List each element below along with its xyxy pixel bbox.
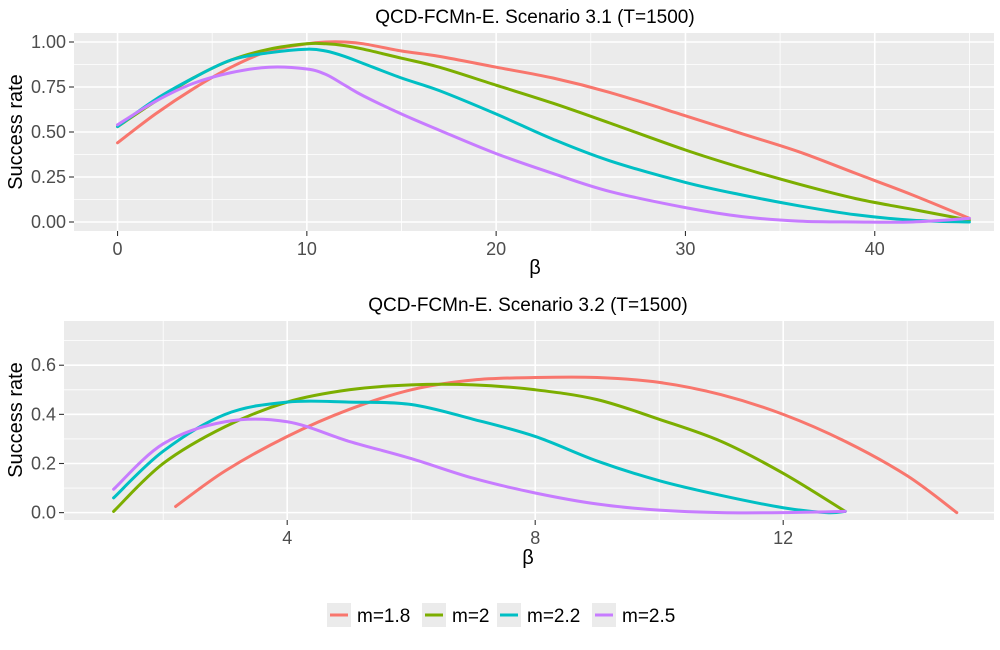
x-tick-label: 12 — [773, 528, 793, 548]
legend-label: m=1.8 — [357, 606, 410, 627]
y-tick-label: 0.2 — [31, 453, 56, 473]
series-line-m-1-8 — [174, 375, 959, 515]
x-tick-label: 4 — [282, 528, 292, 548]
legend-entry-m-2-5: m=2.5 — [592, 603, 675, 627]
y-tick-label: 0.50 — [31, 122, 66, 142]
legend-label: m=2.5 — [622, 606, 675, 627]
x-tick-label: 10 — [297, 239, 317, 259]
series-line-m-2-2 — [112, 399, 847, 515]
chart1-grid — [74, 33, 994, 231]
chart-scenario-3-1: QCD-FCMn-E. Scenario 3.1 (T=1500) 0 10 20 3… — [5, 7, 994, 279]
chart2-axes: 4 8 12 0.0 0.2 0.4 0.6 — [31, 355, 793, 548]
chart-scenario-3-2: QCD-FCMn-E. Scenario 3.2 (T=1500) 4 8 12 0.… — [5, 295, 994, 569]
series-line-m-2-5 — [116, 65, 971, 224]
chart1-series — [116, 40, 971, 224]
y-tick-label: 0.00 — [31, 212, 66, 232]
chart2-x-axis-title: β — [522, 547, 534, 569]
chart2-y-axis-title: Success rate — [5, 362, 27, 478]
series-line-m-2-2 — [116, 47, 971, 224]
y-tick-label: 0.25 — [31, 167, 66, 187]
chart2-series — [112, 375, 959, 515]
series-line-m-2 — [112, 382, 847, 513]
y-tick-label: 0.0 — [31, 503, 56, 523]
chart1-x-axis-title: β — [529, 257, 541, 279]
chart1-y-axis-title: Success rate — [5, 74, 27, 190]
x-tick-label: 0 — [113, 239, 123, 259]
chart2-title: QCD-FCMn-E. Scenario 3.2 (T=1500) — [368, 295, 687, 316]
legend: m=1.8 m=2 m=2.2 m=2.5 — [327, 603, 675, 627]
y-tick-label: 1.00 — [31, 32, 66, 52]
series-line-m-1-8 — [116, 40, 971, 220]
legend-label: m=2 — [452, 606, 490, 627]
legend-entry-m-2: m=2 — [422, 603, 490, 627]
x-tick-label: 40 — [865, 239, 885, 259]
legend-label: m=2.2 — [527, 606, 580, 627]
y-tick-label: 0.4 — [31, 404, 56, 424]
y-tick-label: 0.75 — [31, 77, 66, 97]
x-tick-label: 8 — [530, 528, 540, 548]
chart1-title: QCD-FCMn-E. Scenario 3.1 (T=1500) — [375, 7, 694, 28]
chart2-panel — [64, 321, 994, 520]
series-line-m-2-5 — [112, 417, 847, 515]
x-tick-label: 20 — [486, 239, 506, 259]
legend-entry-m-1-8: m=1.8 — [327, 603, 410, 627]
chart1-axes: 0 10 20 30 40 0.00 0.25 0.50 0.75 1.00 — [31, 32, 885, 259]
y-tick-label: 0.6 — [31, 355, 56, 375]
x-tick-label: 30 — [675, 239, 695, 259]
legend-entry-m-2-2: m=2.2 — [497, 603, 580, 627]
